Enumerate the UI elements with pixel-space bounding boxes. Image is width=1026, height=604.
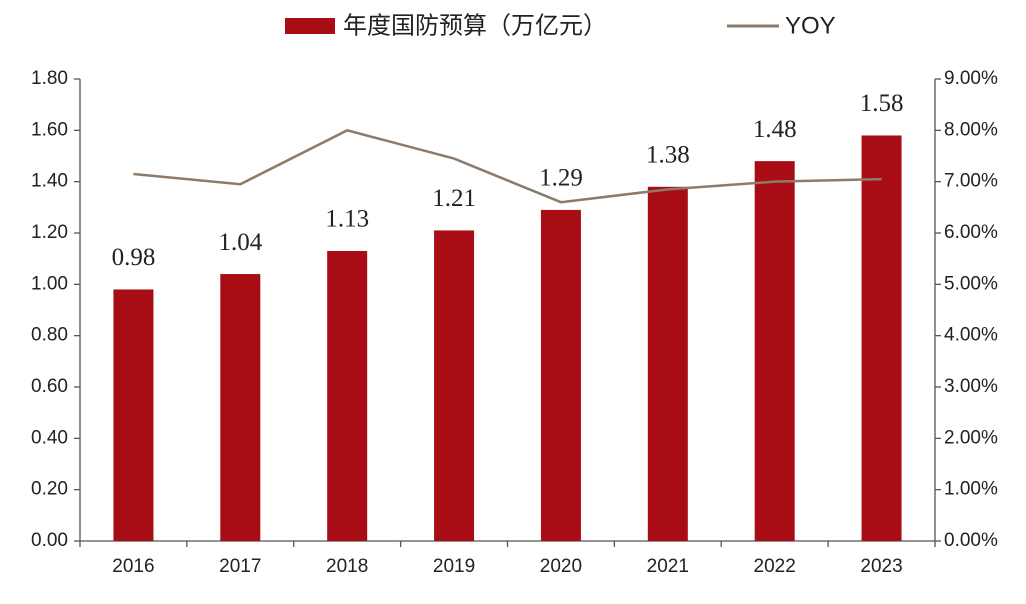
legend-label: 年度国防预算（万亿元） — [343, 12, 607, 39]
y2-tick-label: 3.00% — [944, 376, 998, 397]
x-tick-label: 2016 — [112, 556, 154, 577]
bar — [327, 250, 368, 541]
y-tick-label: 1.00 — [31, 273, 68, 294]
y-tick-label: 1.40 — [31, 171, 68, 192]
y2-tick-label: 9.00% — [944, 68, 998, 89]
bar — [861, 135, 902, 541]
line — [133, 129, 882, 204]
bar — [434, 230, 475, 541]
bar — [540, 209, 581, 541]
y-tick-label: 1.80 — [31, 68, 68, 89]
y2-tick-label: 6.00% — [944, 222, 998, 243]
y2-tick-label: 0.00% — [944, 530, 998, 551]
y2-tick-label: 5.00% — [944, 273, 998, 294]
value-label: 1.48 — [753, 116, 797, 143]
y2-tick-label: 7.00% — [944, 171, 998, 192]
y-tick-label: 1.60 — [31, 119, 68, 140]
bar — [113, 289, 154, 541]
value-label: 1.29 — [539, 165, 583, 192]
bar — [220, 274, 261, 541]
x-tick-label: 2022 — [754, 556, 796, 577]
value-label: 1.04 — [218, 229, 262, 256]
y-tick-label: 0.00 — [31, 530, 68, 551]
y2-tick-label: 4.00% — [944, 325, 998, 346]
value-label: 1.21 — [432, 185, 476, 212]
value-label: 1.38 — [646, 142, 690, 169]
x-tick-label: 2020 — [540, 556, 582, 577]
x-tick-label: 2018 — [326, 556, 368, 577]
y-tick-label: 0.40 — [31, 427, 68, 448]
y2-tick-label: 2.00% — [944, 427, 998, 448]
legend-label: YOY — [785, 12, 836, 39]
y2-tick-label: 8.00% — [944, 119, 998, 140]
y-tick-label: 1.20 — [31, 222, 68, 243]
x-tick-label: 2021 — [647, 556, 689, 577]
y-tick-label: 0.60 — [31, 376, 68, 397]
value-label: 1.58 — [860, 90, 904, 117]
legend-swatch — [285, 18, 335, 34]
bar — [647, 186, 688, 542]
x-tick-label: 2023 — [860, 556, 902, 577]
y-tick-label: 0.20 — [31, 479, 68, 500]
value-label: 0.98 — [112, 244, 156, 271]
y2-tick-label: 1.00% — [944, 479, 998, 500]
y-tick-label: 0.80 — [31, 325, 68, 346]
value-label: 1.13 — [325, 206, 369, 233]
x-tick-label: 2019 — [433, 556, 475, 577]
x-tick-label: 2017 — [219, 556, 261, 577]
bar — [754, 161, 795, 541]
